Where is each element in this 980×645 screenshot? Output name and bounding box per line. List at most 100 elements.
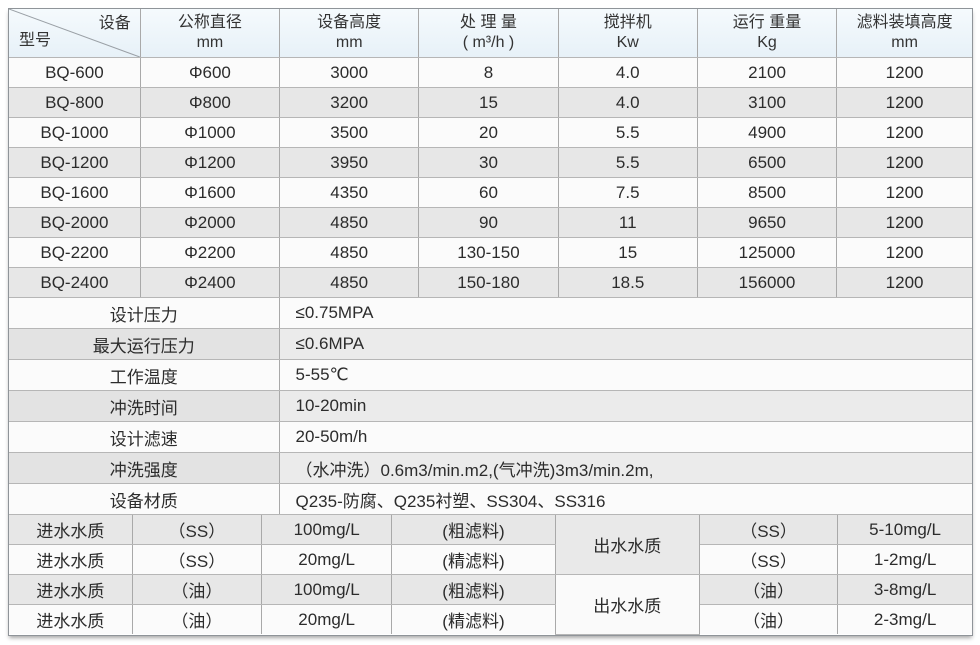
spec-row: 设计滤速 20-50m/h <box>9 421 972 453</box>
table-row: BQ-1600 Φ1600 4350 60 7.5 8500 1200 <box>9 177 972 208</box>
spec-value: ≤0.6MPA <box>279 328 972 360</box>
mixer-cell: 4.0 <box>558 87 698 118</box>
diagonal-line-icon <box>9 9 140 57</box>
column-unit: mm <box>335 34 363 51</box>
model-cell: BQ-1600 <box>9 177 141 208</box>
outlet-param: （油） <box>699 604 839 634</box>
inlet-label: 进水水质 <box>9 515 133 545</box>
table-row: BQ-1200 Φ1200 3950 30 5.5 6500 1200 <box>9 147 972 178</box>
weight-cell: 6500 <box>697 147 838 178</box>
header-row: 设备 型号 公称直径 mm 设备高度 mm 处 理 量( m³/h ) 搅拌机 Kw … <box>9 9 972 58</box>
media-cell: (精滤料) <box>391 544 556 575</box>
weight-cell: 2100 <box>697 57 838 88</box>
column-title: 设备高度 <box>317 14 382 31</box>
table-row: BQ-1000 Φ1000 3500 20 5.5 4900 1200 <box>9 117 972 148</box>
model-cell: BQ-2000 <box>9 207 141 238</box>
weight-cell: 125000 <box>697 237 838 268</box>
diameter-cell: Φ1000 <box>140 117 281 148</box>
mixer-cell: 5.5 <box>558 147 698 178</box>
outlet-label: 出水水质 <box>555 515 700 575</box>
spec-table-frame: 设备 型号 公称直径 mm 设备高度 mm 处 理 量( m³/h ) 搅拌机 Kw … <box>8 8 973 636</box>
inlet-param: （油） <box>132 574 263 605</box>
spec-label: 设备材质 <box>9 483 280 515</box>
mixer-cell: 18.5 <box>558 267 698 298</box>
model-cell: BQ-2200 <box>9 237 141 268</box>
spec-value: （水冲洗）0.6m3/min.m2,(气冲洗)3m3/min.2m, <box>279 452 972 484</box>
spec-label: 设计压力 <box>9 298 280 329</box>
spec-label: 冲洗时间 <box>9 390 280 422</box>
water-row: 进水水质 （SS） 20mg/L (精滤料) （SS） 1-2mg/L <box>9 544 972 575</box>
spec-label: 最大运行压力 <box>9 328 280 360</box>
filter-height-cell: 1200 <box>836 87 972 118</box>
height-cell: 4850 <box>279 267 420 298</box>
height-cell: 3500 <box>279 117 420 148</box>
spec-value: 20-50m/h <box>279 421 972 453</box>
weight-cell: 8500 <box>697 177 838 208</box>
column-header-height: 设备高度 mm <box>279 9 420 58</box>
mixer-cell: 11 <box>558 207 698 238</box>
table-row: BQ-2400 Φ2400 4850 150-180 18.5 156000 1200 <box>9 267 972 298</box>
column-header-mixer: 搅拌机 Kw <box>558 9 698 58</box>
model-cell: BQ-2400 <box>9 267 141 298</box>
filter-height-cell: 1200 <box>836 237 972 268</box>
capacity-cell: 30 <box>418 147 559 178</box>
diameter-cell: Φ1600 <box>140 177 281 208</box>
filter-height-cell: 1200 <box>836 117 972 148</box>
outlet-param: （SS） <box>699 515 839 545</box>
model-cell: BQ-1200 <box>9 147 141 178</box>
media-cell: (精滤料) <box>391 604 556 634</box>
spec-row: 冲洗时间 10-20min <box>9 390 972 422</box>
spec-row: 冲洗强度 （水冲洗）0.6m3/min.m2,(气冲洗)3m3/min.2m, <box>9 452 972 484</box>
outlet-value: 3-8mg/L <box>837 574 972 605</box>
capacity-cell: 150-180 <box>418 267 559 298</box>
diagonal-header-cell: 设备 型号 <box>9 9 141 58</box>
outlet-label: 出水水质 <box>555 574 700 635</box>
filter-height-cell: 1200 <box>836 267 972 298</box>
inlet-param: （SS） <box>132 515 263 545</box>
media-cell: (粗滤料) <box>391 574 556 605</box>
mixer-cell: 5.5 <box>558 117 698 148</box>
model-cell: BQ-600 <box>9 57 141 88</box>
outlet-value: 5-10mg/L <box>837 515 972 545</box>
table-row: BQ-800 Φ800 3200 15 4.0 3100 1200 <box>9 87 972 118</box>
column-title: 运行 重量 <box>732 14 802 31</box>
inlet-label: 进水水质 <box>9 604 133 634</box>
weight-cell: 156000 <box>697 267 838 298</box>
column-header-diameter: 公称直径 mm <box>140 9 281 58</box>
filter-height-cell: 1200 <box>836 177 972 208</box>
mixer-cell: 7.5 <box>558 177 698 208</box>
table-row: BQ-2200 Φ2200 4850 130-150 15 125000 1200 <box>9 237 972 268</box>
column-title: 处 理 量 <box>460 14 517 31</box>
table-row: BQ-600 Φ600 3000 8 4.0 2100 1200 <box>9 57 972 88</box>
column-title: 公称直径 <box>177 14 242 31</box>
diameter-cell: Φ2000 <box>140 207 281 238</box>
water-row: 进水水质 （油） 20mg/L (精滤料) （油） 2-3mg/L <box>9 604 972 634</box>
mixer-cell: 4.0 <box>558 57 698 88</box>
spec-value: 5-55℃ <box>279 359 972 391</box>
inlet-value: 100mg/L <box>261 515 393 545</box>
models-table: 设备 型号 公称直径 mm 设备高度 mm 处 理 量( m³/h ) 搅拌机 Kw … <box>9 9 972 298</box>
column-header-filter-height: 滤料装填高度 mm <box>836 9 972 58</box>
diameter-cell: Φ2400 <box>140 267 281 298</box>
capacity-cell: 90 <box>418 207 559 238</box>
spec-row: 最大运行压力 ≤0.6MPA <box>9 328 972 360</box>
water-row: 进水水质 （油） 100mg/L (粗滤料) 出水水质 （油） 3-8mg/L <box>9 574 972 635</box>
inlet-label: 进水水质 <box>9 544 133 575</box>
height-cell: 4350 <box>279 177 420 208</box>
column-title: 搅拌机 <box>603 14 652 31</box>
outlet-param: （油） <box>699 574 839 605</box>
filter-height-cell: 1200 <box>836 57 972 88</box>
general-specs-table: 设计压力 ≤0.75MPA 最大运行压力 ≤0.6MPA 工作温度 5-55℃ 冲洗时… <box>9 298 972 515</box>
column-unit: Kw <box>616 34 639 51</box>
diameter-cell: Φ600 <box>140 57 281 88</box>
column-title: 滤料装填高度 <box>856 14 953 31</box>
capacity-cell: 60 <box>418 177 559 208</box>
spec-value: Q235-防腐、Q235衬塑、SS304、SS316 <box>279 483 972 515</box>
spec-row: 设备材质 Q235-防腐、Q235衬塑、SS304、SS316 <box>9 483 972 515</box>
spec-label: 工作温度 <box>9 359 280 391</box>
column-header-capacity: 处 理 量 ( m³/h ) <box>418 9 559 58</box>
inlet-value: 100mg/L <box>261 574 393 605</box>
height-cell: 3200 <box>279 87 420 118</box>
weight-cell: 4900 <box>697 117 838 148</box>
